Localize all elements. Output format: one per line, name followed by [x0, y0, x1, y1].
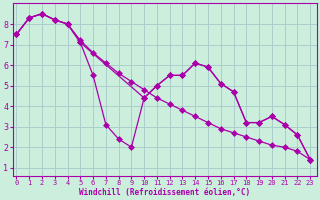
X-axis label: Windchill (Refroidissement éolien,°C): Windchill (Refroidissement éolien,°C) — [79, 188, 250, 197]
